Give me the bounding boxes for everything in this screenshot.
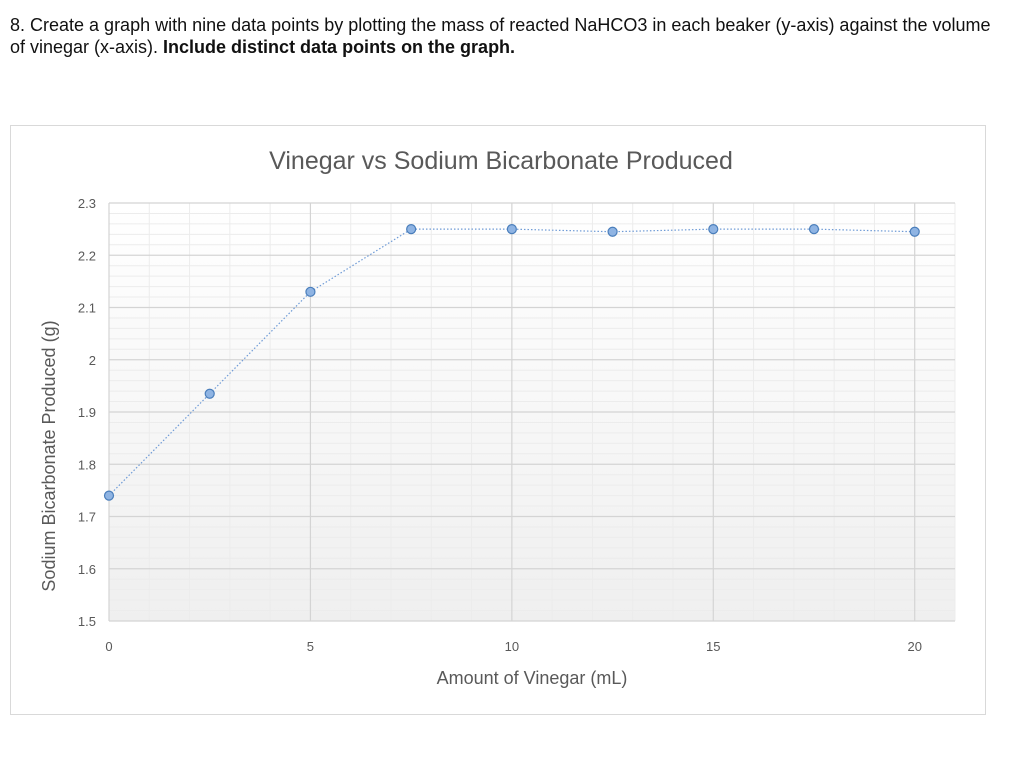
chart-title: Vinegar vs Sodium Bicarbonate Produced bbox=[269, 147, 733, 175]
data-point bbox=[305, 286, 316, 297]
data-point bbox=[808, 224, 820, 235]
data-point bbox=[506, 224, 517, 235]
y-tick-label: 1.9 bbox=[78, 405, 96, 420]
question-instruction: Include distinct data points on the grap… bbox=[163, 37, 516, 57]
x-axis-ticks: 0 5 10 15 20 bbox=[105, 639, 922, 654]
x-tick-label: 15 bbox=[706, 639, 720, 654]
y-tick-label: 2.2 bbox=[78, 248, 96, 263]
y-tick-label: 1.7 bbox=[78, 510, 96, 525]
series-line-path bbox=[108, 228, 915, 497]
y-tick-label: 2.1 bbox=[78, 301, 96, 316]
data-point bbox=[204, 388, 215, 399]
x-tick-label: 10 bbox=[505, 639, 519, 654]
series-line bbox=[108, 228, 915, 497]
x-tick-label: 5 bbox=[307, 639, 314, 654]
data-point bbox=[708, 224, 719, 235]
y-tick-label: 1.5 bbox=[78, 614, 96, 629]
x-tick-label: 20 bbox=[907, 639, 921, 654]
y-tick-label: 2.3 bbox=[78, 196, 96, 211]
scatter-chart: 1.5 1.6 1.7 1.8 1.9 2 2.1 2.2 2.3 0 5 10 15 20 Vineg… bbox=[39, 147, 956, 688]
data-points bbox=[103, 224, 920, 501]
data-point bbox=[607, 226, 618, 237]
question-prompt: 8. Create a graph with nine data points … bbox=[10, 15, 991, 57]
y-axis-ticks: 1.5 1.6 1.7 1.8 1.9 2 2.1 2.2 2.3 bbox=[78, 196, 96, 629]
y-tick-label: 1.8 bbox=[78, 457, 96, 472]
x-axis-title: Amount of Vinegar (mL) bbox=[437, 668, 628, 688]
chart-area: 1.5 1.6 1.7 1.8 1.9 2 2.1 2.2 2.3 0 5 10 15 20 Vineg… bbox=[10, 125, 986, 715]
y-tick-label: 2 bbox=[89, 353, 96, 368]
data-point bbox=[406, 224, 417, 235]
y-tick-label: 1.6 bbox=[78, 562, 96, 577]
major-gridlines bbox=[108, 202, 955, 622]
data-point bbox=[909, 226, 920, 237]
y-axis-title: Sodium Bicarbonate Produced (g) bbox=[39, 320, 59, 591]
question-text: 8. Create a graph with nine data points … bbox=[10, 14, 1010, 58]
data-point bbox=[103, 490, 115, 501]
x-tick-label: 0 bbox=[105, 639, 112, 654]
